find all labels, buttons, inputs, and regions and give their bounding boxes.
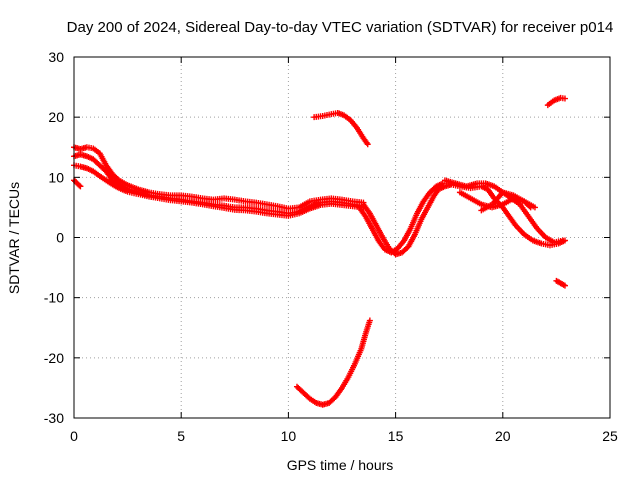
data-point (561, 282, 568, 289)
x-axis-label: GPS time / hours (287, 457, 394, 473)
series-track-main-lower (71, 162, 367, 219)
series-track-high-arc (311, 109, 371, 148)
x-tick-label: 0 (70, 428, 78, 444)
data-point (526, 203, 533, 210)
x-tick-label: 25 (602, 428, 618, 444)
y-tick-label: 30 (48, 49, 64, 65)
y-tick-label: 0 (56, 230, 64, 246)
data-point (364, 141, 371, 148)
x-tick-label: 20 (495, 428, 511, 444)
data-point (561, 95, 568, 102)
x-tick-label: 15 (388, 428, 404, 444)
y-axis-label: SDTVAR / TECUs (6, 182, 22, 294)
data-point (559, 237, 566, 244)
data-point (439, 180, 446, 187)
axis-ticks: 0 5 10 15 20 25 -30 -20 -10 0 10 20 30 (44, 49, 618, 444)
chart-title: Day 200 of 2024, Sidereal Day-to-day VTE… (67, 19, 614, 36)
y-tick-label: -10 (44, 290, 64, 306)
x-tick-label: 5 (177, 428, 185, 444)
x-tick-label: 10 (281, 428, 297, 444)
data-point (77, 183, 84, 190)
y-tick-label: 20 (48, 109, 64, 125)
series-track-late-d (478, 189, 534, 214)
y-tick-label: 10 (48, 169, 64, 185)
series-track-dip (360, 181, 455, 258)
y-tick-label: -30 (44, 410, 64, 426)
data-point (366, 317, 373, 324)
series-track-dip-offset (356, 180, 446, 256)
y-tick-label: -20 (44, 350, 64, 366)
series-track-start-low (71, 177, 84, 190)
series-track-low-arc (293, 317, 373, 408)
data-points (71, 94, 568, 408)
series-track-bottom-right (553, 277, 568, 289)
data-point (527, 204, 534, 211)
data-point (76, 182, 83, 189)
series-track-top-right (544, 94, 568, 109)
